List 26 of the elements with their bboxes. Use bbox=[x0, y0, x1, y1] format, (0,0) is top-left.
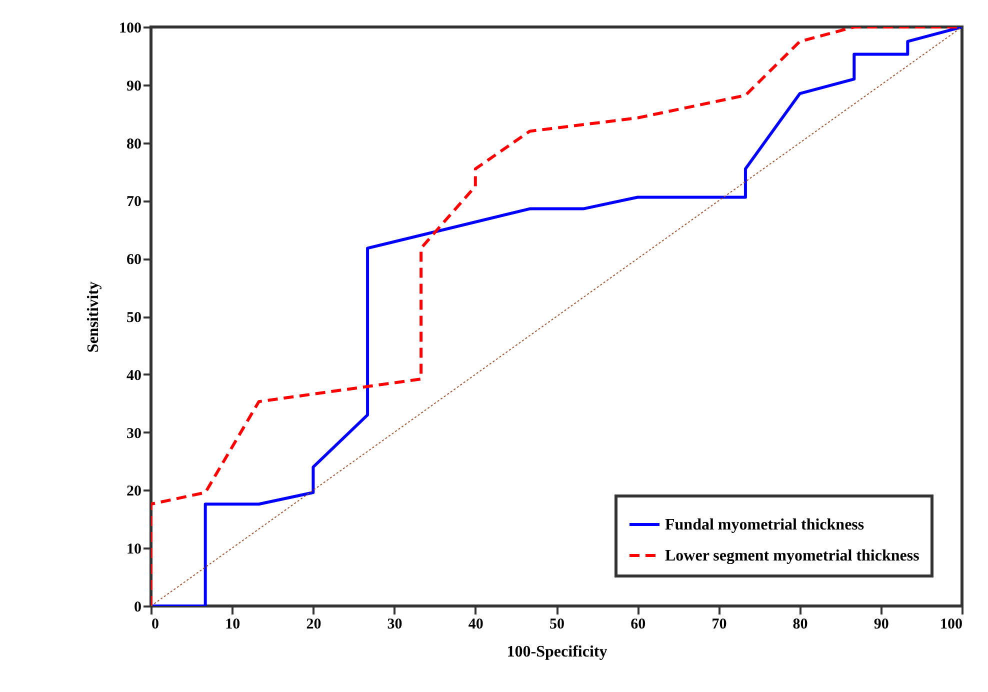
y-tick-label: 10 bbox=[126, 542, 142, 558]
y-tick-label: 50 bbox=[126, 310, 142, 326]
x-tick-label: 50 bbox=[550, 616, 564, 632]
x-tick-label: 90 bbox=[874, 616, 889, 632]
y-tick-label: 40 bbox=[126, 368, 142, 384]
y-tick-label: 0 bbox=[134, 600, 142, 616]
x-tick-label: 40 bbox=[468, 616, 484, 632]
x-tick-label: 30 bbox=[387, 616, 402, 632]
x-tick-label: 0 bbox=[152, 616, 159, 632]
x-tick-label: 20 bbox=[306, 616, 322, 632]
x-axis-title: 100-Specificity bbox=[506, 644, 608, 660]
y-tick-label: 20 bbox=[126, 484, 142, 500]
x-tick-label: 80 bbox=[792, 616, 808, 632]
legend-label: Lower segment myometrial thickness bbox=[665, 548, 920, 564]
x-tick-label: 70 bbox=[712, 616, 727, 632]
legend-label: Fundal myometrial thickness bbox=[665, 516, 864, 534]
y-tick-label: 100 bbox=[119, 20, 142, 36]
x-tick-label: 10 bbox=[225, 616, 240, 632]
y-tick-label: 90 bbox=[126, 78, 142, 94]
x-tick-label: 100 bbox=[940, 616, 962, 632]
y-tick-label: 60 bbox=[126, 252, 142, 268]
x-tick-label: 60 bbox=[630, 616, 646, 632]
y-tick-label: 30 bbox=[126, 426, 142, 442]
y-axis-title: Sensitivity bbox=[85, 281, 102, 353]
y-tick-label: 80 bbox=[126, 136, 142, 152]
y-tick-label: 70 bbox=[126, 194, 142, 210]
